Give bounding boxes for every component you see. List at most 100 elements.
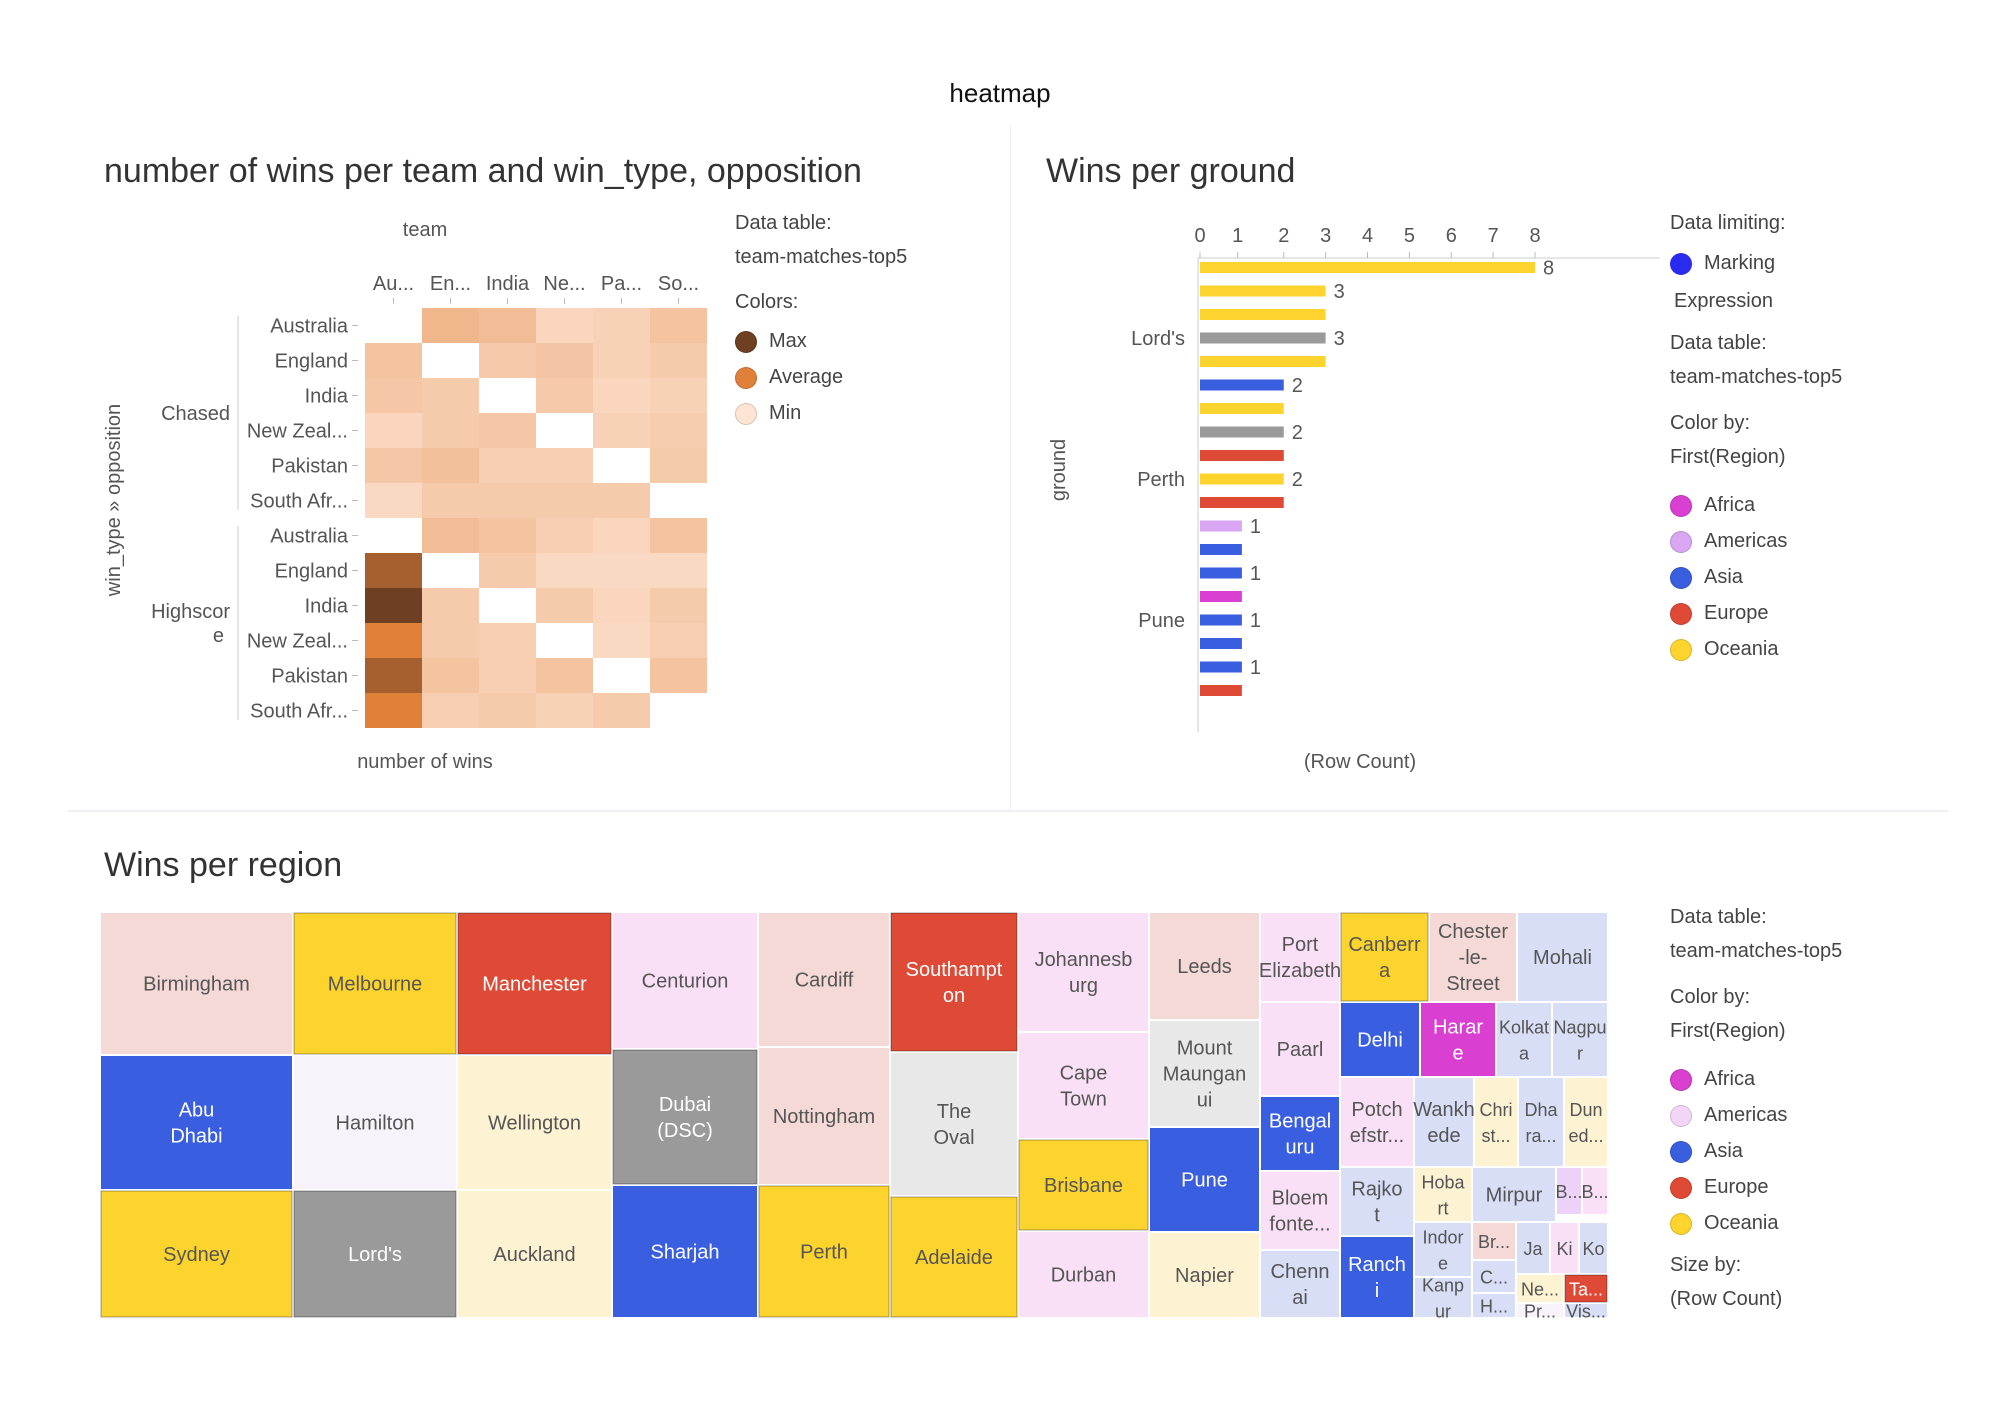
bar: [1200, 544, 1242, 555]
treemap-legend-region-item[interactable]: Africa: [1670, 1068, 1755, 1091]
heatmap-cell: [479, 308, 536, 343]
treemap-legend-region-item[interactable]: Asia: [1670, 1140, 1743, 1163]
bar: [1200, 591, 1242, 602]
heatmap-cell: [479, 483, 536, 518]
treemap-tile-label: Ja: [1523, 1239, 1543, 1259]
treemap-tile: [1557, 1168, 1581, 1214]
treemap-tile-label: Chenn ai: [1271, 1261, 1330, 1309]
treemap-tile: [458, 1191, 611, 1317]
bar-legend-marking-label: Marking: [1704, 252, 1776, 274]
heatmap-column-label: India: [486, 273, 530, 295]
treemap-tile-label: Mount Maungan ui: [1163, 1038, 1246, 1112]
heatmap-row-label: New Zeal...: [247, 421, 348, 443]
treemap-tile-label: Pr...: [1524, 1302, 1556, 1322]
heatmap-legend-item[interactable]: Max: [735, 330, 807, 353]
heatmap-cell: [650, 413, 707, 448]
treemap-tile-label: Kolkat a: [1499, 1018, 1549, 1064]
bar-value-label: 1: [1250, 516, 1261, 538]
treemap-chart[interactable]: Birmingham Abu Dhabi Sydney Melbourne Hamilto…: [100, 912, 1645, 1322]
treemap-tile: [1517, 1275, 1563, 1302]
treemap-tile: [890, 912, 1018, 1052]
heatmap-cell: [593, 553, 650, 588]
heatmap-cell: [422, 518, 479, 553]
bar: [1200, 661, 1242, 673]
bar-chart[interactable]: 0 1 2 3 4 5 6 7 88 3 3 2 2 2 1 1 1 1 Lord's Perth Pune ground…: [1020, 200, 1660, 790]
treemap-tile: [1473, 1294, 1515, 1317]
bar-legend-marking[interactable]: Marking: [1670, 252, 1775, 275]
treemap-tile-label: Bloem fonte...: [1269, 1188, 1330, 1236]
treemap-tile-label: Manchester: [482, 974, 587, 996]
legend-swatch-icon: [1670, 494, 1692, 517]
treemap-tile: [1261, 913, 1339, 1001]
treemap-tile: [759, 913, 889, 1046]
bar-legend-region-item[interactable]: Africa: [1670, 494, 1755, 517]
heatmap-cell: [422, 483, 479, 518]
treemap-tile-label: Nottingham: [773, 1106, 875, 1128]
legend-label: Max: [769, 330, 807, 352]
bar-x-tick-label: 1: [1232, 225, 1243, 247]
bar: [1200, 285, 1326, 297]
treemap-tile: [1415, 1223, 1471, 1276]
treemap-tile-label: Wellington: [488, 1113, 581, 1135]
treemap-tile: [293, 912, 457, 1055]
legend-swatch-icon: [1670, 602, 1692, 625]
bar-legend-region-item[interactable]: Oceania: [1670, 638, 1779, 661]
treemap-tile: [1564, 1274, 1608, 1303]
treemap-tile-label: Chester -le-Street: [1438, 921, 1508, 995]
treemap-tile-label: Sharjah: [651, 1242, 720, 1264]
heatmap-cell: [479, 588, 536, 623]
bar-x-tick-label: 8: [1529, 225, 1540, 247]
page-title: heatmap: [949, 78, 1051, 108]
treemap-tile: [1019, 913, 1148, 1031]
heatmap-cell: [593, 518, 650, 553]
heatmap-cell: [650, 553, 707, 588]
bar: [1200, 685, 1242, 696]
treemap-tile-label: Wankh ede: [1413, 1099, 1475, 1147]
treemap-tile-label: Lord's: [348, 1244, 402, 1266]
bar: [1200, 403, 1284, 414]
legend-label: Americas: [1704, 1104, 1788, 1126]
bar-legend-region-item[interactable]: Europe: [1670, 602, 1769, 625]
treemap-legend-region-item[interactable]: Europe: [1670, 1176, 1769, 1199]
heatmap-column-label: Pa...: [601, 273, 642, 295]
bar-value-label: 1: [1250, 563, 1261, 585]
treemap-tile-label: Southampt on: [906, 959, 1003, 1007]
heatmap-legend-item[interactable]: Average: [735, 366, 843, 389]
legend-swatch-icon: [735, 330, 757, 353]
heatmap-cell: [422, 623, 479, 658]
treemap-legend-region-item[interactable]: Oceania: [1670, 1212, 1779, 1235]
heatmap-cell: [365, 378, 422, 413]
bar: [1200, 614, 1242, 626]
heatmap-column-label: Au...: [373, 273, 414, 295]
heatmap-legend-data-table-value: team-matches-top5: [735, 246, 908, 268]
bar-legend-region-item[interactable]: Americas: [1670, 530, 1787, 553]
heatmap-cell: [479, 448, 536, 483]
treemap-legend-region-item[interactable]: Americas: [1670, 1104, 1787, 1127]
bar-legend-expression-label: Expression: [1674, 290, 1773, 312]
heatmap-cell: [479, 343, 536, 378]
heatmap-x-axis-title: team: [403, 219, 447, 241]
bar-legend-region-item[interactable]: Asia: [1670, 566, 1743, 589]
heatmap-cell: [365, 448, 422, 483]
heatmap-chart[interactable]: team Au... En... India Ne... Pa... So... Chased…: [0, 200, 740, 790]
legend-swatch-icon: [1670, 530, 1692, 553]
heatmap-cell: [593, 483, 650, 518]
treemap-tile-label: Ne...: [1521, 1280, 1559, 1300]
treemap-tile-label: Canberr a: [1348, 934, 1421, 982]
treemap-tile: [101, 913, 292, 1054]
treemap-tile-label: Dha ra...: [1524, 1100, 1558, 1146]
heatmap-y-axis-title: win_type » opposition: [103, 404, 125, 597]
treemap-tile: [1341, 1078, 1413, 1166]
heatmap-cell: [536, 448, 593, 483]
heatmap-cell: [536, 343, 593, 378]
treemap-tile-label: Ta...: [1569, 1280, 1603, 1300]
heatmap-legend-item[interactable]: Min: [735, 402, 801, 425]
heatmap-cell: [593, 343, 650, 378]
treemap-tile: [613, 1186, 757, 1317]
bar-x-tick-label: 6: [1446, 225, 1457, 247]
heatmap-row-label: Pakistan: [271, 666, 348, 688]
treemap-tile: [1475, 1078, 1517, 1166]
heatmap-row-group-label: Highscor e: [151, 601, 230, 647]
heatmap-cell: [422, 588, 479, 623]
bar-y-category-label: Pune: [1138, 610, 1185, 632]
